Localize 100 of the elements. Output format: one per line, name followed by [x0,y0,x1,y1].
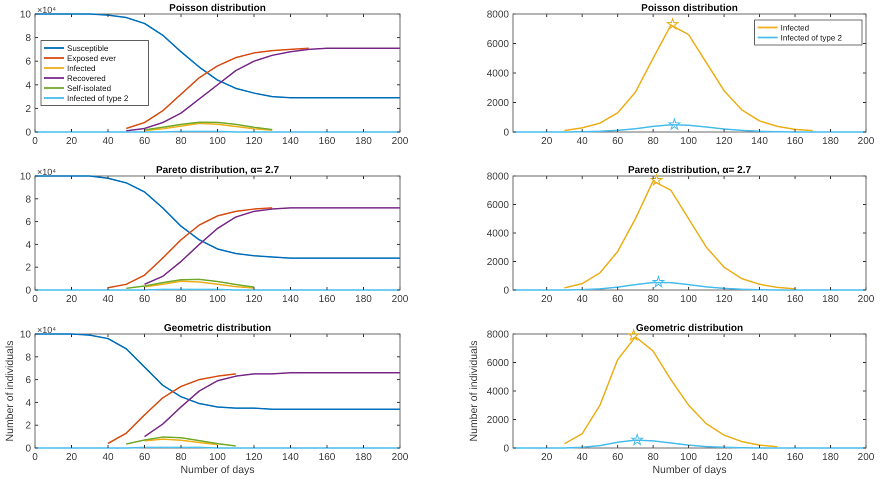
x-tick-label: 20 [541,452,553,463]
x-tick-label: 160 [318,294,336,305]
x-tick-label: 120 [716,294,733,305]
y-tick-label: 6000 [486,39,510,50]
x-tick-label: 20 [541,136,553,147]
y-tick-label: 8 [25,194,32,206]
y-axis-title: Number of individuals [468,340,480,442]
x-tick-label: 160 [786,452,804,463]
y-tick-label: 8 [25,352,32,364]
y-tick-label: 4000 [486,386,510,398]
chart-title: Geometric distribution [164,323,272,334]
x-tick-label: 200 [392,136,409,147]
x-tick-label: 0 [32,136,38,147]
x-tick-label: 140 [282,452,300,463]
y-tick-label: 6 [25,56,32,68]
y-tick-label: 10 [20,330,32,340]
legend-label: Infected of type 2 [780,34,843,42]
x-tick-label: 180 [822,294,840,305]
y-tick-label: 8 [25,33,32,44]
x-tick-label: 160 [318,452,336,463]
x-tick-label: 40 [102,452,114,463]
x-tick-label: 100 [680,136,698,147]
x-tick-label: 80 [175,136,187,147]
x-tick-label: 60 [612,294,624,305]
x-tick-label: 20 [66,136,78,147]
line-series [126,436,236,447]
x-tick-label: 60 [612,452,624,463]
chart-title: Geometric distribution [636,323,744,334]
legend-label: Exposed ever [67,54,116,63]
y-tick-label: 4000 [486,228,510,240]
line-series [34,333,401,410]
legend-label: Recovered [67,74,106,83]
x-tick-label: 80 [648,136,660,147]
annotation: ×10⁴ [37,5,56,15]
x-tick-label: 200 [392,452,409,463]
x-tick-label: 180 [355,136,372,147]
x-tick-label: 140 [751,136,768,147]
x-tick-label: 180 [822,136,840,147]
y-tick-label: 8000 [486,10,510,20]
x-tick-label: 120 [716,136,733,147]
legend-label: Infected [67,64,96,73]
y-tick-label: 0 [25,128,32,138]
y-tick-label: 0 [503,286,510,296]
y-tick-label: 6000 [486,200,510,211]
x-tick-label: 20 [66,294,78,305]
x-tick-label: 200 [858,136,875,147]
x-tick-label: 60 [138,136,150,147]
y-tick-label: 2 [25,262,32,274]
annotation: ×10⁴ [37,167,56,177]
x-tick-label: 140 [751,294,768,305]
y-tick-label: 0 [503,128,510,138]
y-tick-label: 6000 [486,358,510,369]
y-tick-label: 2000 [486,415,510,426]
x-tick-label: 200 [858,294,875,305]
x-tick-label: 100 [680,294,698,305]
line-series [126,278,255,290]
line-series [126,47,401,132]
x-tick-label: 160 [786,294,804,305]
annotation: ×10⁴ [37,325,56,335]
x-tick-label: 0 [32,294,38,305]
x-tick-label: 60 [612,136,624,147]
x-tick-label: 80 [175,294,187,305]
x-tick-label: 100 [680,452,698,463]
chart-title: Pareto distribution, α= 2.7 [156,165,280,176]
x-tick-label: 40 [576,136,588,147]
x-tick-label: 180 [355,452,372,463]
x-tick-label: 120 [246,452,263,463]
x-tick-label: 160 [786,136,804,147]
x-tick-label: 200 [858,452,875,463]
y-tick-label: 0 [25,444,32,454]
legend-label: Infected [780,24,810,32]
x-tick-label: 80 [175,452,187,463]
y-tick-label: 2000 [486,98,510,109]
line-series [107,373,236,444]
x-axis-title: Number of days [652,464,727,476]
chart-title: Poisson distribution [169,3,266,14]
x-tick-label: 140 [282,294,300,305]
y-tick-label: 4 [25,398,32,409]
x-tick-label: 120 [246,294,263,305]
x-tick-label: 180 [822,452,840,463]
x-tick-label: 40 [102,294,114,305]
x-tick-label: 20 [66,452,78,463]
y-tick-label: 8000 [486,330,510,340]
chart-title: Pareto distribution, α= 2.7 [628,165,752,176]
x-tick-label: 100 [209,136,226,147]
line-series [144,207,401,286]
y-tick-label: 10 [20,10,32,20]
x-tick-label: 60 [138,294,150,305]
y-tick-label: 2 [25,420,32,432]
x-tick-label: 80 [648,294,660,305]
x-tick-label: 140 [282,136,300,147]
y-tick-label: 4 [25,80,32,92]
y-axis-title: Number of individuals [4,340,16,442]
x-tick-label: 60 [138,452,150,463]
y-tick-label: 4000 [486,68,510,80]
x-tick-label: 20 [541,294,553,305]
legend-label: Infected of type 2 [67,94,129,103]
x-axis-title: Number of days [180,464,255,476]
x-tick-label: 120 [246,136,263,147]
x-tick-label: 100 [209,452,226,463]
